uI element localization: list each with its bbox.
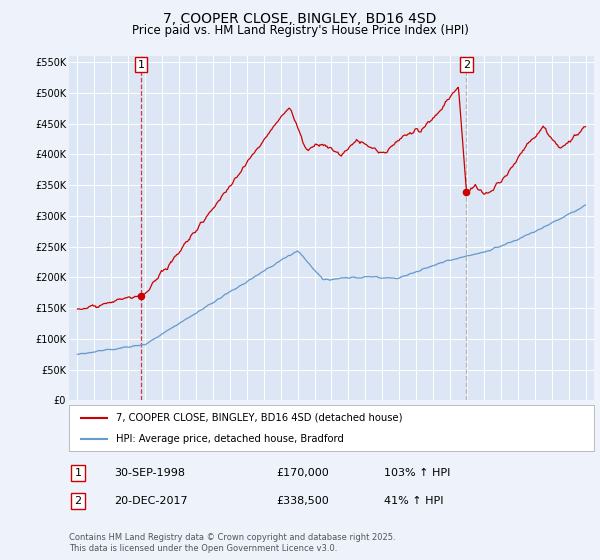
Text: 7, COOPER CLOSE, BINGLEY, BD16 4SD: 7, COOPER CLOSE, BINGLEY, BD16 4SD xyxy=(163,12,437,26)
Text: 1: 1 xyxy=(137,59,145,69)
Text: 30-SEP-1998: 30-SEP-1998 xyxy=(114,468,185,478)
Text: Price paid vs. HM Land Registry's House Price Index (HPI): Price paid vs. HM Land Registry's House … xyxy=(131,24,469,36)
Text: 7, COOPER CLOSE, BINGLEY, BD16 4SD (detached house): 7, COOPER CLOSE, BINGLEY, BD16 4SD (deta… xyxy=(116,413,403,423)
Text: 2: 2 xyxy=(74,496,82,506)
Text: Contains HM Land Registry data © Crown copyright and database right 2025.
This d: Contains HM Land Registry data © Crown c… xyxy=(69,533,395,553)
Text: 20-DEC-2017: 20-DEC-2017 xyxy=(114,496,188,506)
Text: HPI: Average price, detached house, Bradford: HPI: Average price, detached house, Brad… xyxy=(116,435,344,444)
Text: 1: 1 xyxy=(74,468,82,478)
Text: 2: 2 xyxy=(463,59,470,69)
Text: £170,000: £170,000 xyxy=(276,468,329,478)
Text: £338,500: £338,500 xyxy=(276,496,329,506)
Text: 41% ↑ HPI: 41% ↑ HPI xyxy=(384,496,443,506)
Text: 103% ↑ HPI: 103% ↑ HPI xyxy=(384,468,451,478)
